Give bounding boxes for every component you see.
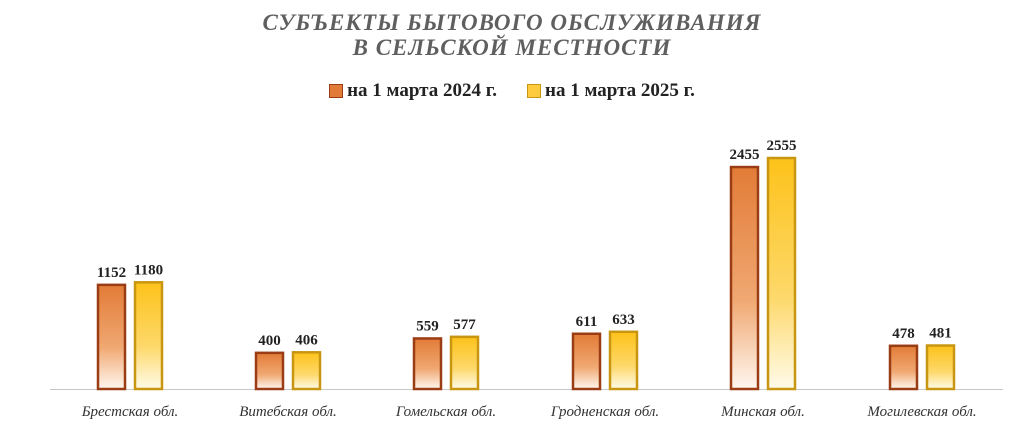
data-label-2025-5: 481 <box>929 326 952 342</box>
category-label-0: Брестская обл. <box>81 404 179 420</box>
category-label-3: Гродненская обл. <box>550 404 659 420</box>
category-label-5: Могилевская обл. <box>866 404 976 420</box>
legend-item-2025: на 1 марта 2025 г. <box>527 80 695 102</box>
chart-title-line-2: В СЕЛЬСКОЙ МЕСТНОСТИ <box>352 35 672 60</box>
bar-2025-1 <box>291 351 322 391</box>
data-label-2025-4: 2555 <box>767 138 797 154</box>
bar-2024-2 <box>412 337 443 391</box>
data-label-2024-3: 611 <box>576 314 598 330</box>
bar-2025-5 <box>925 344 956 391</box>
category-label-1: Витебская обл. <box>239 404 337 420</box>
bar-2025-3 <box>608 330 639 391</box>
bar-2024-0 <box>96 283 127 391</box>
category-label-2: Гомельская обл. <box>395 404 496 420</box>
legend-item-2024: на 1 марта 2024 г. <box>329 80 497 102</box>
legend-swatch-2025 <box>527 84 541 98</box>
chart-title-line-1: СУБЪЕКТЫ БЫТОВОГО ОБСЛУЖИВАНИЯ <box>262 10 762 35</box>
data-label-2025-0: 1180 <box>134 262 163 278</box>
data-label-2024-4: 2455 <box>730 147 760 163</box>
data-label-2025-2: 577 <box>453 317 476 333</box>
data-label-2024-2: 559 <box>416 318 439 334</box>
legend-swatch-2024 <box>329 84 344 98</box>
data-label-2025-3: 633 <box>612 312 635 328</box>
data-label-2024-5: 478 <box>892 326 915 342</box>
bar-2024-5 <box>888 344 919 391</box>
category-label-4: Минская обл. <box>720 404 805 420</box>
bar-2024-1 <box>254 351 285 391</box>
bar-2024-4 <box>729 165 760 391</box>
data-label-2024-0: 1152 <box>97 265 126 281</box>
data-label-2025-1: 406 <box>295 332 318 348</box>
bar-2024-3 <box>571 332 602 391</box>
legend: на 1 марта 2024 г. на 1 марта 2025 г. <box>0 80 1024 102</box>
legend-label-2024: на 1 марта 2024 г. <box>347 80 497 101</box>
legend-label-2025: на 1 марта 2025 г. <box>545 80 695 101</box>
bar-2025-4 <box>766 156 797 391</box>
bar-2025-2 <box>449 335 480 391</box>
bar-2025-0 <box>133 281 164 391</box>
data-label-2024-1: 400 <box>258 333 281 349</box>
chart-title: СУБЪЕКТЫ БЫТОВОГО ОБСЛУЖИВАНИЯ В СЕЛЬСКО… <box>0 10 1024 60</box>
